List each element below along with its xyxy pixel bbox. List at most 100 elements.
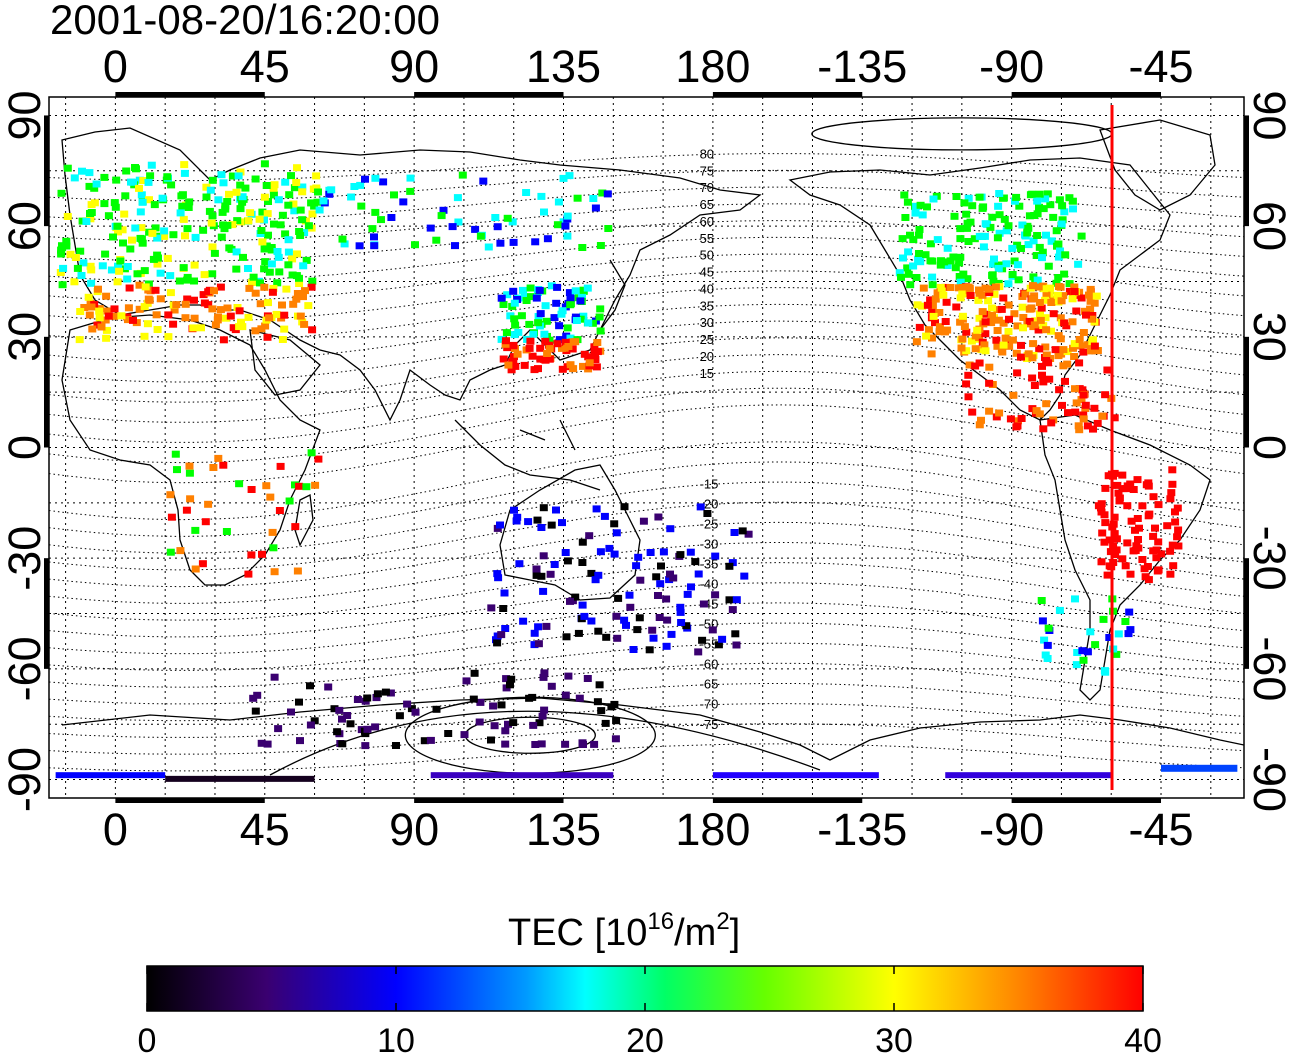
tec-point [304, 302, 313, 310]
frame-top-segment [712, 92, 863, 97]
tec-point [282, 285, 291, 293]
tec-point [284, 261, 293, 269]
magnetic-contour [49, 153, 1244, 182]
tec-point [1043, 190, 1052, 198]
tec-point [1075, 336, 1084, 343]
tec-point [922, 332, 931, 340]
tec-point [594, 571, 603, 579]
tec-point [575, 694, 584, 702]
tec-point [604, 225, 613, 232]
tec-point [276, 462, 285, 470]
tec-point [87, 209, 96, 216]
tec-point [235, 323, 244, 331]
tec-point [475, 718, 484, 726]
tec-point [535, 719, 544, 727]
tec-point [255, 215, 264, 223]
magnetic-latitude-label: 75 [700, 163, 714, 178]
tec-point [372, 694, 381, 702]
tec-point [994, 202, 1003, 210]
tec-point [1090, 404, 1099, 412]
tec-point [1098, 412, 1107, 420]
tec-point [590, 349, 599, 357]
tec-point [1133, 476, 1142, 484]
tec-point [113, 278, 122, 286]
top-longitude-label: -90 [979, 41, 1044, 92]
tec-point [536, 355, 545, 363]
tec-point [933, 291, 942, 299]
frame-top-segment [414, 92, 564, 97]
tec-point [1004, 301, 1013, 309]
tec-point [1056, 247, 1064, 255]
tec-point [620, 616, 629, 624]
tec-point [509, 287, 518, 295]
tec-point [667, 630, 676, 638]
tec-point [181, 300, 190, 308]
magnetic-latitude-contours: 8075706560555045403530252015-15-20-25-30… [49, 117, 1244, 776]
tec-point [965, 287, 974, 295]
tec-point [985, 379, 994, 387]
magnetic-latitude-label: 55 [700, 231, 714, 246]
top-longitude-label: 45 [240, 41, 290, 92]
tec-point [1040, 636, 1049, 644]
tec-point [476, 232, 485, 240]
tec-point [267, 260, 276, 268]
tec-point [97, 323, 106, 331]
tec-point [962, 380, 971, 388]
tec-point [1114, 489, 1123, 497]
tec-point [182, 506, 191, 514]
tec-point [978, 204, 987, 212]
magnetic-contour [49, 441, 1244, 521]
tec-point [219, 179, 228, 187]
tec-point [287, 172, 295, 180]
tec-point [530, 641, 539, 649]
tec-point [280, 311, 289, 319]
tec-point [123, 263, 132, 270]
tec-point [1090, 299, 1099, 307]
tec-point [1079, 391, 1088, 399]
tec-point [499, 605, 508, 612]
tec-point [966, 292, 975, 299]
tec-point [1126, 570, 1135, 578]
magnetic-contour [49, 461, 1244, 537]
tec-point [62, 237, 71, 245]
tec-point [1042, 357, 1051, 364]
tec-point [260, 160, 269, 168]
tec-point [1000, 215, 1009, 223]
tec-point [462, 677, 471, 685]
tec-point [145, 196, 153, 204]
tec-point [169, 231, 178, 239]
tec-point [509, 342, 518, 350]
tec-point [291, 523, 300, 531]
tec-point [999, 319, 1008, 327]
magnetic-latitude-label: -40 [700, 577, 719, 592]
tec-point [1138, 502, 1147, 510]
tec-point [299, 293, 307, 301]
tec-point [131, 224, 140, 232]
tec-point [1045, 375, 1054, 383]
north-america-outline [788, 157, 1171, 421]
tec-point [928, 257, 937, 265]
tec-point [95, 314, 104, 322]
tec-point [554, 198, 563, 206]
tec-point [513, 350, 522, 358]
tec-point [88, 325, 97, 333]
tec-point [593, 339, 602, 346]
tec-point [205, 207, 214, 215]
tec-point [515, 560, 524, 568]
tec-point [208, 212, 217, 220]
tec-point [598, 189, 607, 197]
tec-point [912, 274, 921, 281]
tec-point [517, 312, 526, 320]
tec-point [232, 265, 241, 273]
tec-point [612, 717, 621, 725]
tec-point [1056, 283, 1065, 291]
tec-point [263, 333, 272, 341]
tec-point [239, 253, 247, 261]
tec-point [57, 189, 66, 197]
tec-point [392, 742, 400, 749]
tec-point [994, 316, 1003, 324]
tec-point [571, 593, 580, 601]
tec-point [275, 268, 284, 276]
frame-right-segment [1244, 558, 1249, 669]
tec-point [496, 521, 504, 529]
